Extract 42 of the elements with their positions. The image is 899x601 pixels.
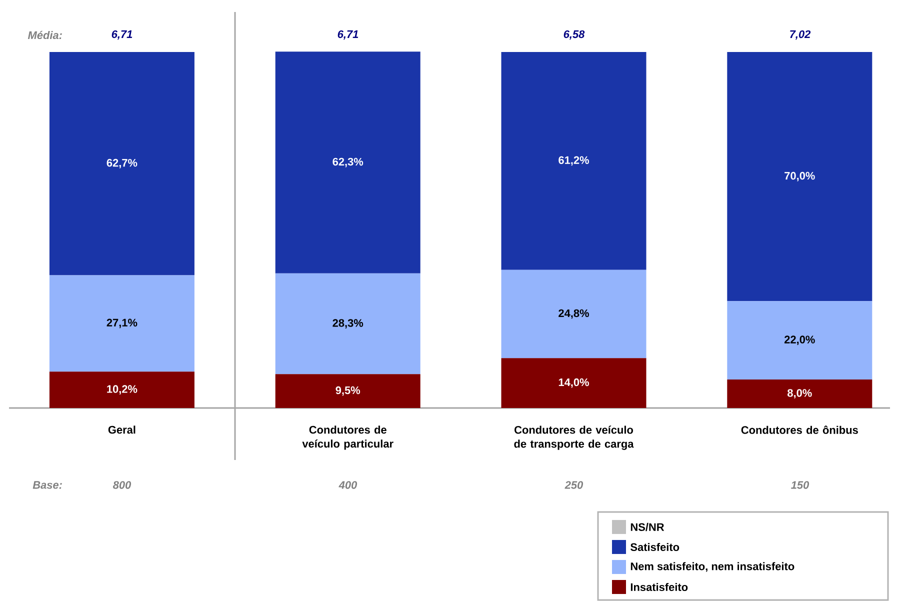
x-tick-label: Geral [108,426,136,434]
x-tick-label: Condutores de veículo de transporte de carga [514,426,634,450]
data-label: 10,2% [107,385,138,395]
text: 6,71 [338,30,358,40]
legend-label: Satisfeito [630,542,680,552]
data-label: 28,3% [332,319,364,328]
bar [275,273,420,374]
text: Média: [28,30,62,40]
bar [501,270,646,358]
data-label: 62,7% [106,158,138,168]
bar [275,52,420,274]
data-label: 24,8% [558,309,589,319]
data-label: 22,0% [784,336,815,346]
text: 400 [338,481,358,489]
bar [727,52,872,302]
bar [49,275,194,372]
x-tick-label: Condutores de veículo particular [302,426,394,450]
bar [49,52,194,276]
bar [501,358,646,408]
data-label: 27,1% [106,318,138,328]
text: 7,02 [790,30,811,40]
text: 250 [564,481,584,489]
data-label: 61,2% [558,156,589,166]
x-tick-label: Condutores de ônibus [741,426,858,434]
data-label: 9,5% [336,386,360,396]
data-label: 14,0% [558,378,589,388]
text: 800 [113,481,132,489]
bar [727,380,872,408]
data-label: 62,3% [332,158,364,168]
text: Base: [32,481,62,489]
legend-label: Nem satisfeito, nem insatisfeito [630,562,794,572]
data-label: 70,0% [784,172,815,182]
legend-label: NS/NR [630,522,664,532]
bar [275,374,420,408]
data-label: 8,0% [788,389,812,398]
bar [501,52,646,270]
bar [727,301,872,380]
legend-label: Insatisfeito [630,582,688,592]
text: 150 [791,481,810,489]
text: 6,71 [112,30,132,40]
text: 6,58 [564,30,585,40]
bar [49,372,194,408]
